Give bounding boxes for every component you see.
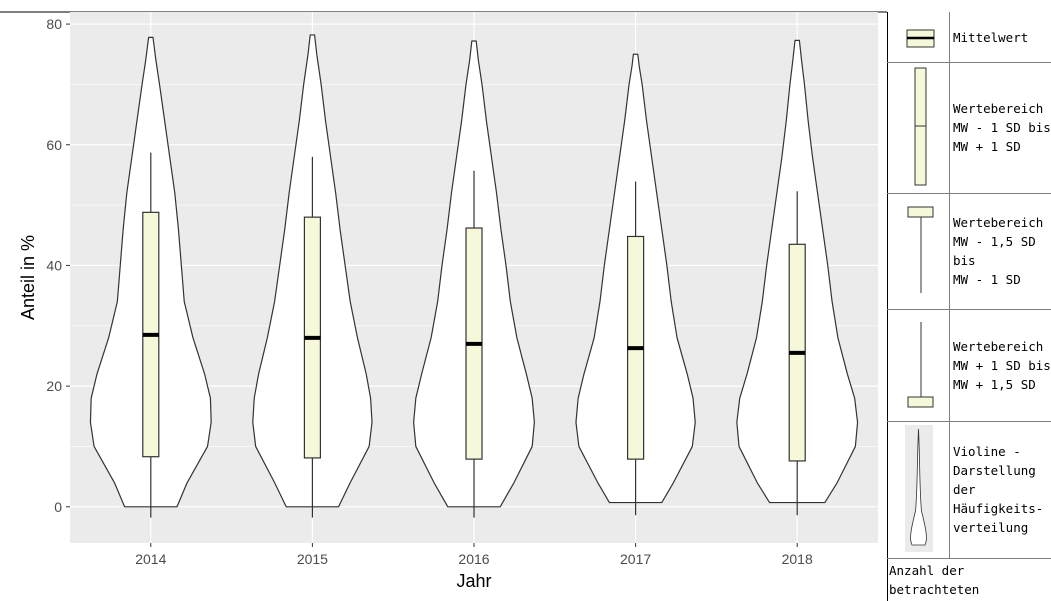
chart-svg: 0 20 40 60 80 2014 2015 2016 2017 2018 Jahr Anteil … xyxy=(0,11,887,591)
legend-row-mean: Mittelwert xyxy=(887,12,1051,63)
legend-row-violin: Violine - Darstellung der Häufigkeits- v… xyxy=(887,421,1051,559)
legend-lower-whisker-label: Wertebereich MW - 1,5 SD bis MW - 1 SD xyxy=(953,215,1044,287)
legend-row-lower-whisker: Wertebereich MW - 1,5 SD bis MW - 1 SD xyxy=(887,193,1051,310)
x-tick-label: 2018 xyxy=(782,551,813,567)
chart-legend: Mittelwert Wertebereich MW - 1 SD bis MW… xyxy=(887,12,1051,601)
legend-lower-whisker-icon xyxy=(887,193,950,309)
x-axis-title: Jahr xyxy=(456,571,491,591)
y-tick-label: 0 xyxy=(54,499,62,515)
legend-row-box: Wertebereich MW - 1 SD bis MW + 1 SD xyxy=(887,62,1051,194)
legend-footnote: Anzahl der betrachteten Gebiete = 436 xyxy=(889,563,980,597)
y-tick-label: 80 xyxy=(46,16,62,32)
x-tick-label: 2017 xyxy=(620,551,651,567)
legend-upper-whisker-icon xyxy=(887,309,950,421)
x-tick-label: 2014 xyxy=(135,551,166,567)
legend-upper-whisker-label: Wertebereich MW + 1 SD bis MW + 1,5 SD xyxy=(953,338,1051,392)
legend-mean-label: Mittelwert xyxy=(953,29,1029,45)
legend-violin-icon xyxy=(887,421,950,558)
legend-box-icon xyxy=(887,62,950,193)
legend-mean-icon xyxy=(887,12,950,62)
legend-violin-label: Violine - Darstellung der Häufigkeits- v… xyxy=(953,444,1044,535)
x-tick-label: 2015 xyxy=(297,551,328,567)
legend-box-label: Wertebereich MW - 1 SD bis MW + 1 SD xyxy=(953,101,1051,154)
x-tick-label: 2016 xyxy=(458,551,489,567)
violin-chart: 0 20 40 60 80 2014 2015 2016 2017 2018 Jahr Anteil … xyxy=(0,11,887,591)
legend-divider xyxy=(887,12,888,601)
y-axis-title: Anteil in % xyxy=(18,235,38,320)
y-tick-label: 40 xyxy=(46,257,62,273)
y-tick-label: 20 xyxy=(46,378,62,394)
y-tick-label: 60 xyxy=(46,137,62,153)
legend-row-upper-whisker: Wertebereich MW + 1 SD bis MW + 1,5 SD xyxy=(887,309,1051,422)
